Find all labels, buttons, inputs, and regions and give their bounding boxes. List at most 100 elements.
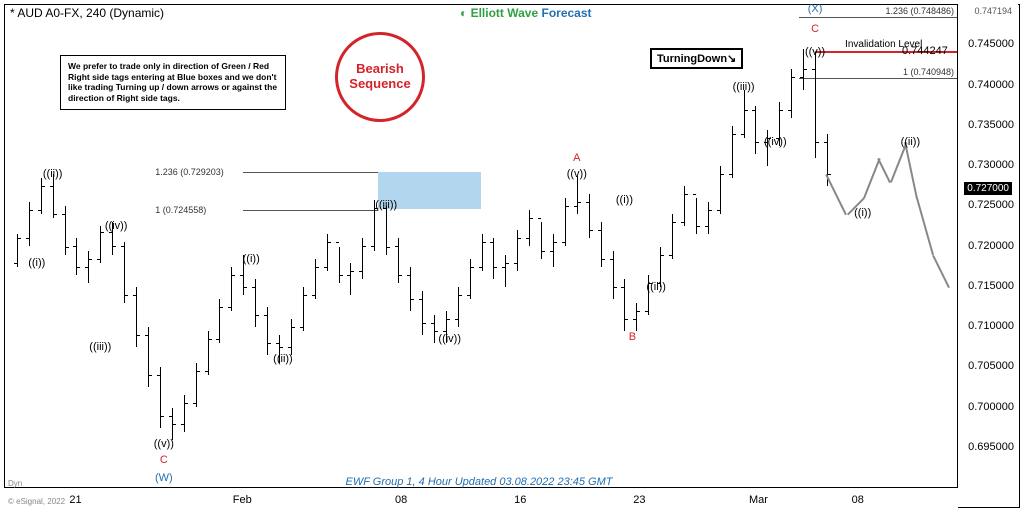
- ohlc-bar: [303, 287, 304, 331]
- wave-label: ((iii)): [733, 81, 755, 93]
- ohlc-bar: [398, 238, 399, 282]
- y-tick: 0.745000: [958, 38, 1014, 50]
- fib-line: [243, 172, 378, 173]
- wave-label: C: [811, 23, 819, 35]
- y-tick: 0.725000: [958, 199, 1014, 211]
- wave-label: ((ii)): [273, 353, 293, 365]
- wave-label: ((iv)): [438, 333, 461, 345]
- wave-label: ((v)): [154, 438, 174, 450]
- ohlc-bar: [208, 331, 209, 375]
- x-tick: 16: [514, 494, 526, 506]
- ohlc-bar: [362, 238, 363, 278]
- ohlc-bar: [410, 267, 411, 311]
- ohlc-bar: [422, 291, 423, 335]
- wave-label: ((i)): [616, 194, 633, 206]
- ohlc-bar: [541, 222, 542, 258]
- ohlc-bar: [136, 287, 137, 347]
- ohlc-bar: [350, 263, 351, 295]
- ohlc-bar: [589, 194, 590, 238]
- ohlc-bar: [720, 166, 721, 214]
- fib-line: [799, 78, 958, 79]
- ohlc-bar: [565, 198, 566, 246]
- ohlc-bar: [601, 222, 602, 266]
- forecast-line: [826, 174, 847, 215]
- y-tick: 0.695000: [958, 441, 1014, 453]
- ohlc-bar: [696, 198, 697, 234]
- ohlc-bar: [184, 395, 185, 431]
- ohlc-bar: [636, 303, 637, 331]
- wave-label: ((iii)): [89, 341, 111, 353]
- x-tick: 08: [852, 494, 864, 506]
- ohlc-bar: [529, 210, 530, 246]
- ohlc-bar: [470, 259, 471, 299]
- x-tick: 08: [395, 494, 407, 506]
- ohlc-bar: [815, 52, 816, 158]
- ohlc-bar: [124, 242, 125, 302]
- wave-label: ((ii)): [646, 281, 666, 293]
- ohlc-bar: [100, 226, 101, 262]
- y-tick: 0.730000: [958, 159, 1014, 171]
- wave-label: ((iv)): [105, 220, 128, 232]
- ohlc-bar: [88, 251, 89, 283]
- ohlc-bar: [65, 206, 66, 254]
- y-tick: 0.705000: [958, 360, 1014, 372]
- forecast-line: [917, 198, 934, 255]
- ohlc-bar: [339, 247, 340, 283]
- turning-down-box: TurningDown↘: [650, 48, 743, 69]
- ohlc-bar: [231, 267, 232, 311]
- price-live: 0.727000: [964, 182, 1012, 195]
- wave-label: ((ii)): [43, 168, 63, 180]
- wave-label: ((i)): [28, 257, 45, 269]
- ohlc-bar: [291, 319, 292, 355]
- forecast-line: [863, 158, 880, 199]
- ohlc-bar: [434, 315, 435, 343]
- wave-label: A: [573, 152, 580, 164]
- ohlc-bar: [29, 202, 30, 246]
- ohlc-bar: [255, 279, 256, 327]
- ohlc-bar: [613, 251, 614, 299]
- ohlc-bar: [577, 176, 578, 215]
- forecast-line: [905, 142, 918, 199]
- fib-label: 1.236 (0.748486): [885, 6, 954, 16]
- ohlc-bar: [744, 90, 745, 138]
- fib-line: [243, 210, 378, 211]
- ohlc-bar: [315, 259, 316, 299]
- wave-label: C: [160, 454, 168, 466]
- ohlc-bar: [219, 299, 220, 343]
- wave-label: ((iii)): [375, 199, 397, 211]
- price-top: 0.747194: [974, 6, 1012, 16]
- fib-label: 1 (0.740948): [903, 67, 954, 77]
- wave-label: ((i)): [854, 207, 871, 219]
- ohlc-bar: [803, 49, 804, 89]
- ohlc-bar: [755, 106, 756, 154]
- ohlc-bar: [53, 174, 54, 218]
- chart-footer: EWF Group 1, 4 Hour Updated 03.08.2022 2…: [0, 476, 958, 488]
- forecast-line: [933, 255, 950, 288]
- fib-label: 1 (0.724558): [155, 205, 206, 215]
- ohlc-bar: [327, 234, 328, 270]
- y-tick: 0.720000: [958, 240, 1014, 252]
- ohlc-bar: [553, 234, 554, 266]
- ohlc-bar: [482, 234, 483, 270]
- ohlc-bar: [386, 206, 387, 254]
- wave-label: B: [629, 331, 636, 343]
- copyright-label: © eSignal, 2022: [8, 497, 65, 506]
- ohlc-bar: [624, 279, 625, 331]
- wave-label: ((v)): [567, 168, 587, 180]
- y-tick: 0.700000: [958, 401, 1014, 413]
- ohlc-bar: [791, 69, 792, 117]
- ohlc-bar: [41, 178, 42, 214]
- ohlc-bar: [505, 255, 506, 287]
- ohlc-bar: [493, 238, 494, 278]
- wave-label: (X): [808, 3, 823, 15]
- x-tick: Feb: [233, 494, 252, 506]
- ohlc-bar: [148, 327, 149, 387]
- ohlc-bar: [732, 126, 733, 178]
- ohlc-bar: [160, 367, 161, 427]
- ohlc-bar: [708, 202, 709, 234]
- invalidation-value: 0.744247: [902, 45, 948, 57]
- x-tick: Mar: [749, 494, 768, 506]
- y-tick: 0.710000: [958, 320, 1014, 332]
- x-axis: 21Feb081623Mar08: [4, 487, 958, 508]
- x-tick: 23: [633, 494, 645, 506]
